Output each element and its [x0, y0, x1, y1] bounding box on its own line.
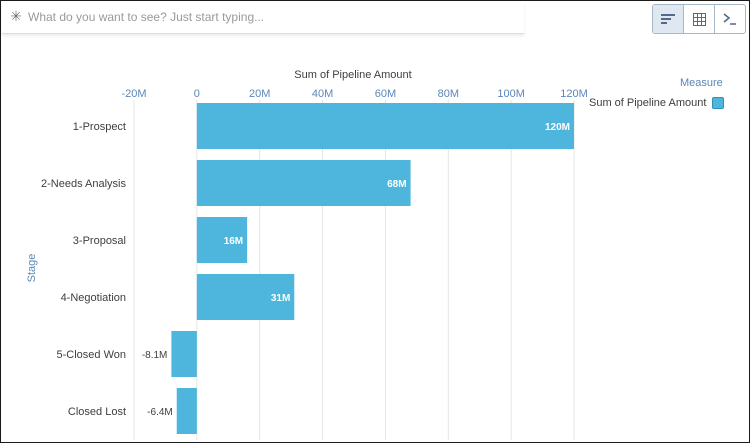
sparkle-icon: ✳: [10, 8, 22, 24]
category-label: 2-Needs Analysis: [41, 178, 126, 190]
bar[interactable]: [171, 331, 197, 377]
bar[interactable]: [196, 274, 295, 320]
y-axis-title: Stage: [26, 254, 38, 283]
table-view-button[interactable]: [684, 5, 715, 33]
bar-chart-icon: [661, 14, 675, 24]
x-tick-label: 20M: [249, 88, 270, 100]
data-label: -8.1M: [142, 350, 168, 361]
table-icon: [692, 12, 706, 26]
x-tick-label: 80M: [438, 88, 459, 100]
x-tick-label: 60M: [375, 88, 396, 100]
legend-swatch: [712, 97, 725, 109]
x-tick-label: 120M: [560, 88, 588, 100]
bar[interactable]: [176, 388, 197, 434]
bar[interactable]: [196, 160, 411, 206]
data-label: 68M: [387, 179, 406, 190]
query-console-button[interactable]: [715, 5, 745, 33]
bar[interactable]: [196, 103, 574, 149]
legend-label: Sum of Pipeline Amount: [589, 97, 707, 109]
view-toolbar: [652, 4, 746, 34]
bar[interactable]: [196, 217, 248, 263]
data-label: 16M: [224, 236, 243, 247]
search-bar[interactable]: ✳: [2, 2, 524, 34]
legend-item[interactable]: Sum of Pipeline Amount: [589, 97, 725, 109]
x-tick-label: 0: [194, 88, 200, 100]
bar-chart-view-button[interactable]: [653, 5, 684, 33]
category-label: 5-Closed Won: [57, 349, 127, 361]
x-tick-label: 40M: [312, 88, 333, 100]
category-label: Closed Lost: [68, 406, 126, 418]
data-label: -6.4M: [147, 407, 173, 418]
category-label: 4-Negotiation: [61, 292, 126, 304]
console-icon: [723, 13, 736, 25]
x-axis-title: Sum of Pipeline Amount: [294, 69, 411, 81]
data-label: 31M: [271, 293, 290, 304]
search-input[interactable]: [28, 6, 508, 28]
legend-title: Measure: [680, 77, 723, 89]
category-label: 3-Proposal: [73, 235, 126, 247]
x-tick-label: 100M: [497, 88, 525, 100]
x-tick-label: -20M: [121, 88, 146, 100]
category-label: 1-Prospect: [73, 121, 126, 133]
data-label: 120M: [545, 122, 570, 133]
